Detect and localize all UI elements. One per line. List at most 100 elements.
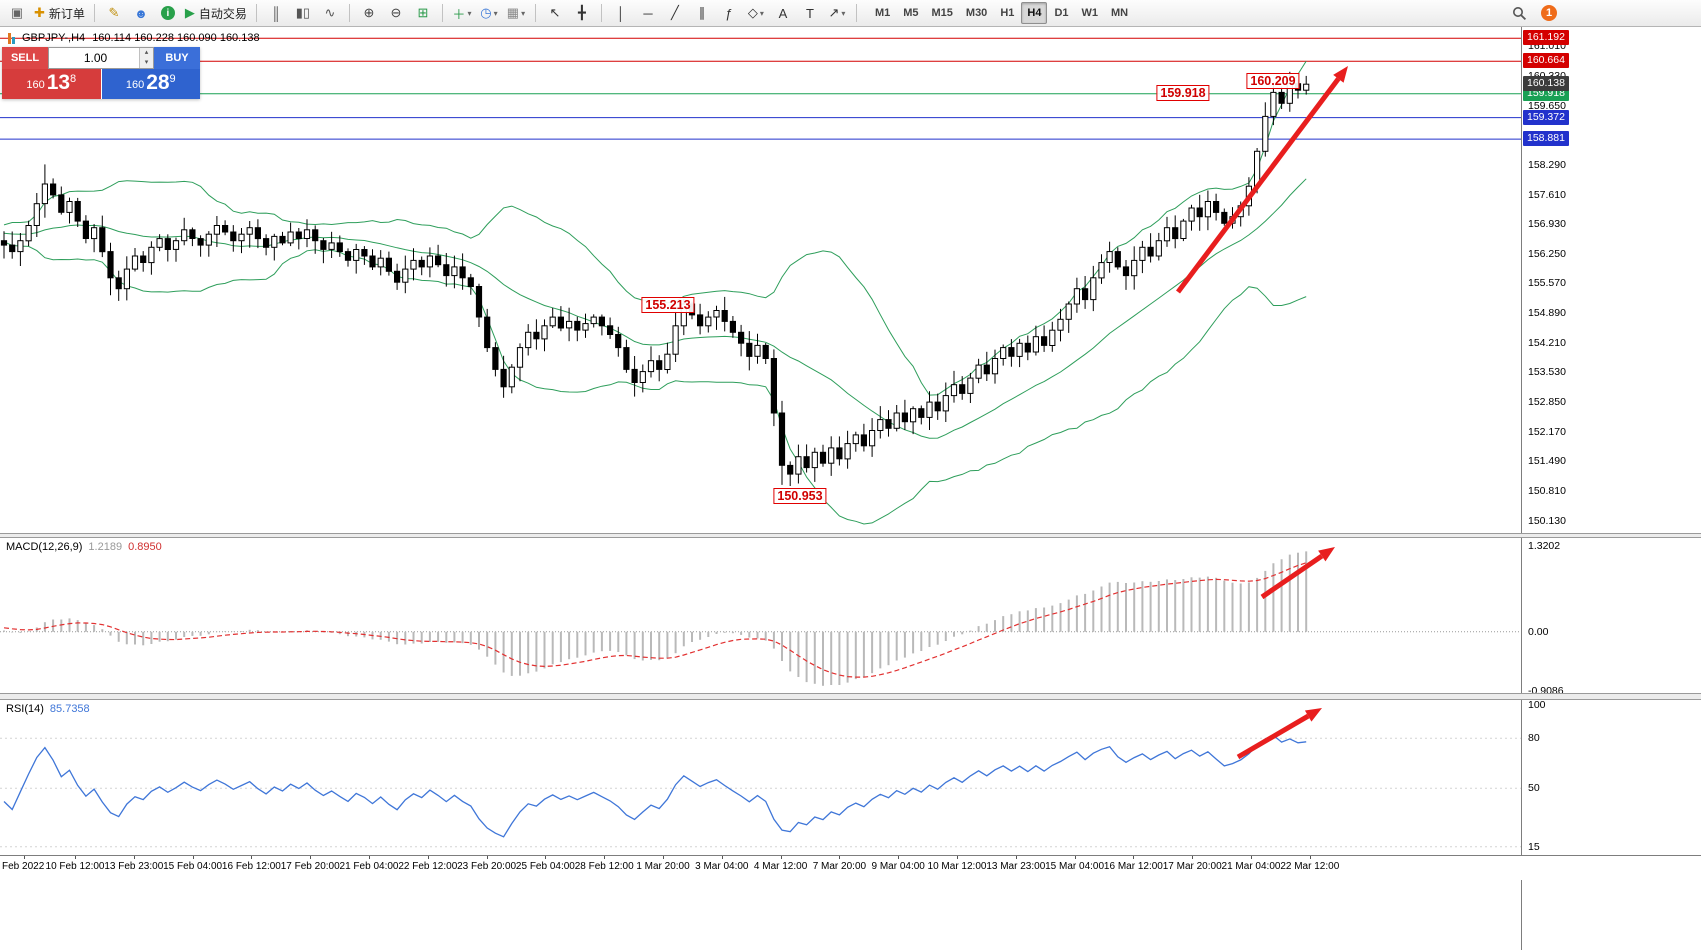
fibonacci-icon: ƒ	[725, 5, 733, 21]
toolbar-separator	[93, 4, 95, 22]
buy-price[interactable]: 160 28 9	[101, 69, 200, 99]
trend-arrow[interactable]	[1260, 547, 1335, 600]
rsi-name: RSI(14)	[6, 703, 44, 715]
timeframe-d1[interactable]: D1	[1054, 7, 1069, 19]
tile-windows-icon: ⊞	[417, 5, 429, 20]
ohlc-values: 160.114 160.228 160.090 160.138	[92, 32, 260, 44]
help-icon[interactable]: i	[155, 2, 181, 24]
volume-decrease-button[interactable]: ▾	[140, 58, 153, 68]
chevron-down-icon: ▾	[841, 8, 846, 18]
vertical-line-icon[interactable]: │	[608, 2, 634, 24]
arrows-icon[interactable]: ↗ ▾	[824, 2, 850, 24]
time-axis[interactable]: Feb 2022 10 Feb 12:00 13 Feb 23:00 15 Feb 0…	[0, 855, 1701, 880]
crosshair-icon: ╋	[578, 5, 586, 20]
macd-tick-label: 1.3202	[1528, 539, 1561, 552]
candles	[0, 71, 1310, 486]
timeframe-h4[interactable]: H4	[1021, 2, 1048, 24]
sell-price[interactable]: 160 13 8	[2, 69, 101, 99]
cursor-icon[interactable]: ↖	[542, 2, 568, 24]
help-icon: i	[160, 6, 175, 20]
macd-panel[interactable]: MACD(12,26,9) 1.2189 0.8950	[0, 538, 1521, 693]
templates-icon[interactable]: ▦ ▾	[503, 2, 529, 24]
price-tick-label: 154.210	[1528, 336, 1566, 349]
sell-button[interactable]: SELL	[2, 47, 48, 69]
price-annotation[interactable]: 159.918	[1156, 85, 1210, 101]
macd-signal-value: 0.8950	[128, 541, 162, 553]
indicators-icon: ＋	[452, 6, 466, 22]
label-icon[interactable]: T	[797, 2, 823, 24]
trend-arrow[interactable]	[1236, 708, 1322, 760]
timeframe-w1[interactable]: W1	[1081, 7, 1099, 19]
new-order-button[interactable]: ✚ 新订单	[31, 2, 88, 24]
timeframe-m1[interactable]: M1	[874, 7, 891, 19]
time-label: 25 Feb 04:00	[515, 861, 575, 872]
tile-windows-icon[interactable]: ⊞	[410, 2, 436, 24]
timeframe-m15[interactable]: M15	[931, 7, 953, 19]
channel-icon[interactable]: ∥	[689, 2, 715, 24]
notification-badge[interactable]: 1	[1541, 5, 1557, 21]
crosshair-icon[interactable]: ╋	[569, 2, 595, 24]
templates-icon: ▦	[506, 5, 520, 20]
panel-separator[interactable]	[0, 533, 1701, 538]
time-label: 16 Feb 12:00	[221, 861, 281, 872]
search-icon[interactable]	[1506, 2, 1532, 24]
line-chart-icon[interactable]: ∿	[317, 2, 343, 24]
level-price-label: 158.881	[1523, 131, 1569, 147]
time-label: 7 Mar 20:00	[812, 861, 867, 872]
bar-chart-icon[interactable]: ║	[263, 2, 289, 24]
time-label: 15 Feb 04:00	[163, 861, 223, 872]
chart-annotations: 155.213 150.953 159.918 160.209	[0, 27, 1521, 533]
rsi-label: RSI(14) 85.7358	[6, 703, 90, 715]
toolbar-separator	[855, 4, 857, 22]
price-annotation[interactable]: 160.209	[1246, 73, 1300, 89]
toolbar-right: 1	[1506, 2, 1697, 24]
metaeditor-icon[interactable]: ✎	[101, 2, 127, 24]
volume-input[interactable]	[49, 48, 153, 68]
macd-signal-line	[3, 562, 1307, 678]
fibonacci-icon[interactable]: ƒ	[716, 2, 742, 24]
timeframe-m5[interactable]: M5	[903, 7, 919, 19]
periods-icon[interactable]: ◷ ▾	[476, 2, 502, 24]
time-label: 22 Feb 12:00	[398, 861, 458, 872]
time-tick	[545, 856, 547, 859]
time-tick	[1074, 856, 1076, 859]
buy-price-whole: 160	[125, 79, 145, 91]
trendline-icon[interactable]: ╱	[662, 2, 688, 24]
candlestick-icon[interactable]: ▮▯	[290, 2, 316, 24]
shapes-icon[interactable]: ◇ ▾	[743, 2, 769, 24]
price-tick-label: 158.290	[1528, 158, 1566, 171]
zoom-out-icon: ⊖	[390, 5, 402, 20]
panel-separator[interactable]	[0, 693, 1701, 700]
current-price-label: 160.138	[1523, 76, 1569, 92]
trend-arrow[interactable]	[1176, 66, 1348, 294]
toolbar-separator	[441, 4, 443, 22]
horizontal-line-icon[interactable]: ─	[635, 2, 661, 24]
timeframe-mn[interactable]: MN	[1111, 7, 1129, 19]
time-tick	[1015, 856, 1017, 859]
price-annotation[interactable]: 155.213	[641, 297, 695, 313]
buy-button[interactable]: BUY	[154, 47, 200, 69]
rsi-tick-label: 50	[1528, 782, 1540, 795]
rsi-panel[interactable]: RSI(14) 85.7358	[0, 700, 1521, 855]
main-chart-panel[interactable]: GBPJPY-,H4 160.114 160.228 160.090 160.1…	[0, 27, 1521, 533]
charts-window-icon[interactable]: ▣	[4, 2, 30, 24]
price-tick-label: 157.610	[1528, 188, 1566, 201]
volume-increase-button[interactable]: ▴	[140, 48, 153, 58]
timeframe-h1[interactable]: H1	[1000, 7, 1015, 19]
price-tick-label: 150.130	[1528, 514, 1566, 527]
indicators-icon[interactable]: ＋ ▾	[449, 2, 475, 24]
time-label: 9 Mar 04:00	[871, 861, 925, 872]
volume-field: ▴ ▾	[48, 47, 154, 69]
autotrading-button[interactable]: ▶ 自动交易	[182, 2, 250, 24]
price-annotation[interactable]: 150.953	[773, 488, 827, 504]
zoom-in-icon[interactable]: ⊕	[356, 2, 382, 24]
zoom-out-icon[interactable]: ⊖	[383, 2, 409, 24]
text-icon[interactable]: A	[770, 2, 796, 24]
community-icon[interactable]: ☻	[128, 2, 154, 24]
timeframe-m30[interactable]: M30	[965, 7, 988, 19]
time-label: 17 Feb 20:00	[280, 861, 340, 872]
chart-title: GBPJPY-,H4 160.114 160.228 160.090 160.1…	[8, 32, 260, 44]
time-tick	[133, 856, 135, 859]
